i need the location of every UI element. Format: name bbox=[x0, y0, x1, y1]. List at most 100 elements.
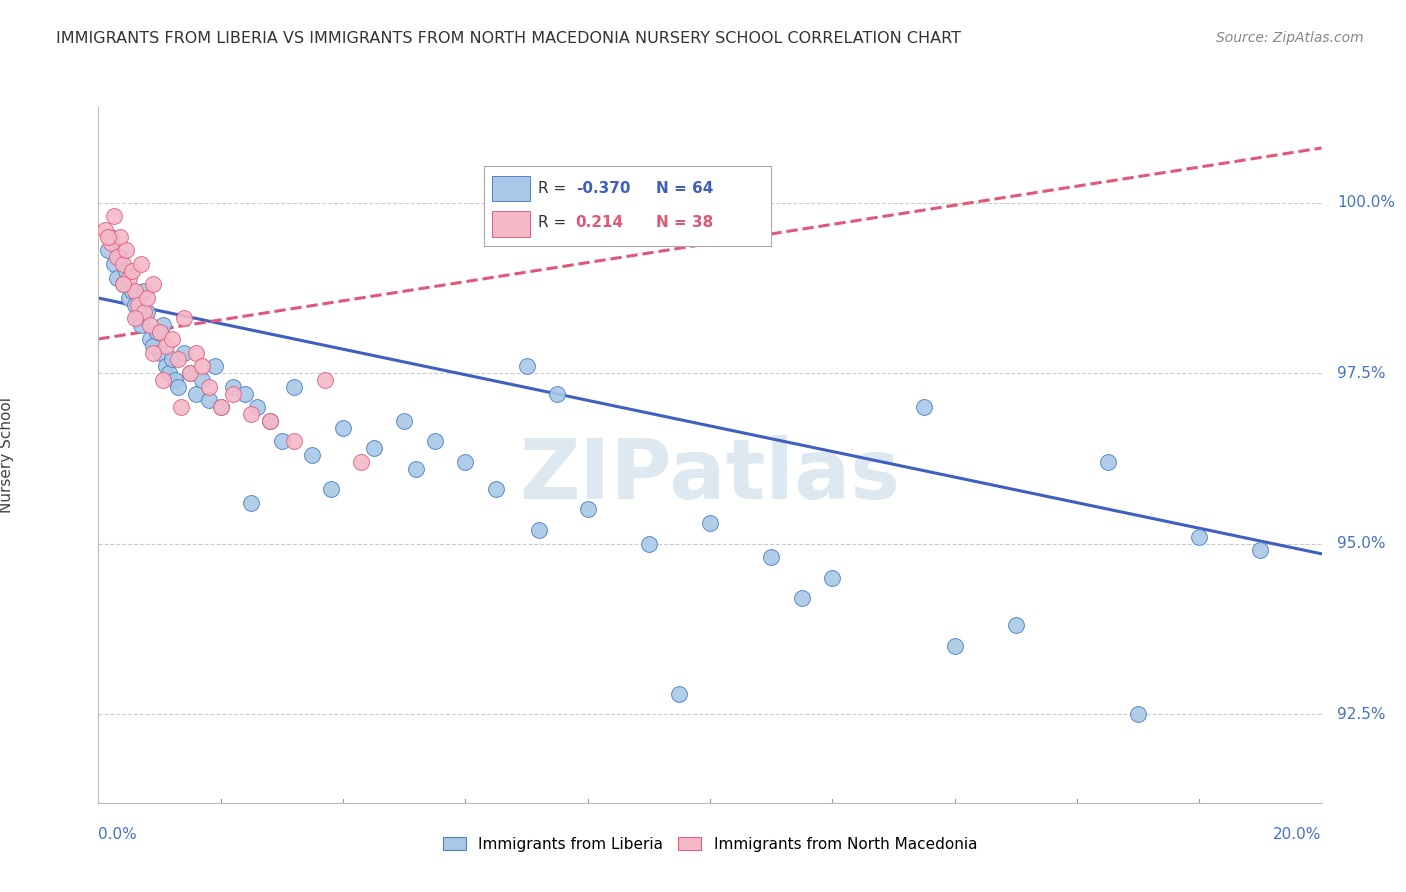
Point bbox=[121, 284, 143, 298]
Point bbox=[186, 345, 208, 359]
Point bbox=[204, 359, 226, 374]
Point bbox=[139, 318, 162, 333]
Point bbox=[127, 298, 149, 312]
Point bbox=[350, 455, 373, 469]
Text: IMMIGRANTS FROM LIBERIA VS IMMIGRANTS FROM NORTH MACEDONIA NURSERY SCHOOL CORREL: IMMIGRANTS FROM LIBERIA VS IMMIGRANTS FR… bbox=[56, 31, 962, 46]
Text: R =: R = bbox=[538, 181, 571, 196]
Point bbox=[1188, 530, 1211, 544]
Point bbox=[209, 400, 232, 414]
Text: 20.0%: 20.0% bbox=[1274, 827, 1322, 842]
Point bbox=[314, 373, 336, 387]
Point bbox=[392, 414, 416, 428]
Text: Source: ZipAtlas.com: Source: ZipAtlas.com bbox=[1216, 31, 1364, 45]
Point bbox=[240, 407, 263, 421]
Point bbox=[111, 257, 134, 271]
Point bbox=[240, 496, 263, 510]
Point bbox=[405, 461, 427, 475]
Point bbox=[127, 311, 149, 326]
Point bbox=[142, 277, 165, 292]
Point bbox=[115, 264, 138, 278]
Point bbox=[124, 311, 146, 326]
Point bbox=[134, 304, 156, 318]
Point bbox=[197, 393, 219, 408]
Point bbox=[152, 318, 174, 333]
Point bbox=[111, 277, 134, 292]
Point bbox=[160, 332, 183, 346]
Point bbox=[152, 373, 174, 387]
Point bbox=[423, 434, 446, 449]
Point bbox=[821, 571, 844, 585]
Point bbox=[100, 236, 122, 251]
Point bbox=[108, 250, 131, 264]
Point bbox=[222, 386, 245, 401]
Point bbox=[103, 209, 125, 223]
Point bbox=[163, 373, 186, 387]
Point bbox=[173, 345, 195, 359]
Point bbox=[222, 380, 245, 394]
Point bbox=[129, 318, 152, 333]
Bar bbox=[492, 176, 530, 202]
Point bbox=[668, 687, 690, 701]
Point bbox=[233, 386, 256, 401]
Text: 97.5%: 97.5% bbox=[1337, 366, 1385, 381]
Point bbox=[283, 380, 305, 394]
Point bbox=[118, 270, 141, 285]
Text: 95.0%: 95.0% bbox=[1337, 536, 1385, 551]
Point bbox=[139, 332, 162, 346]
Point bbox=[142, 339, 165, 353]
Point bbox=[103, 257, 125, 271]
Point bbox=[145, 325, 167, 339]
Point bbox=[1097, 455, 1119, 469]
Point bbox=[93, 223, 115, 237]
Point bbox=[186, 386, 208, 401]
Point bbox=[155, 359, 177, 374]
Text: -0.370: -0.370 bbox=[575, 181, 630, 196]
Point bbox=[155, 339, 177, 353]
Point bbox=[790, 591, 813, 606]
Point bbox=[301, 448, 323, 462]
Point bbox=[209, 400, 232, 414]
Text: 92.5%: 92.5% bbox=[1337, 706, 1385, 722]
Point bbox=[943, 639, 966, 653]
Point bbox=[363, 441, 385, 455]
Point bbox=[167, 380, 190, 394]
Text: N = 38: N = 38 bbox=[657, 215, 713, 229]
Point bbox=[136, 291, 159, 305]
Point bbox=[160, 352, 183, 367]
Point bbox=[283, 434, 305, 449]
Point bbox=[246, 400, 269, 414]
Text: N = 64: N = 64 bbox=[657, 181, 714, 196]
Point bbox=[637, 536, 661, 550]
Point bbox=[97, 244, 120, 258]
Point bbox=[115, 244, 138, 258]
Point bbox=[173, 311, 195, 326]
Point bbox=[170, 400, 193, 414]
Point bbox=[454, 455, 477, 469]
Text: ZIPatlas: ZIPatlas bbox=[520, 435, 900, 516]
Point bbox=[124, 298, 146, 312]
Point bbox=[142, 345, 165, 359]
Point bbox=[105, 270, 128, 285]
Point bbox=[527, 523, 550, 537]
Point bbox=[191, 373, 214, 387]
Text: R =: R = bbox=[538, 215, 576, 229]
Point bbox=[1128, 707, 1150, 722]
Point bbox=[167, 352, 190, 367]
Point bbox=[121, 264, 143, 278]
Text: Nursery School: Nursery School bbox=[0, 397, 14, 513]
Point bbox=[197, 380, 219, 394]
Point bbox=[270, 434, 294, 449]
Point bbox=[259, 414, 281, 428]
Point bbox=[699, 516, 721, 530]
Point bbox=[108, 229, 131, 244]
Point bbox=[485, 482, 508, 496]
Point bbox=[319, 482, 342, 496]
Point bbox=[191, 359, 214, 374]
Legend: Immigrants from Liberia, Immigrants from North Macedonia: Immigrants from Liberia, Immigrants from… bbox=[437, 830, 983, 858]
Point bbox=[259, 414, 281, 428]
Point bbox=[129, 257, 152, 271]
Point bbox=[179, 366, 201, 380]
Point bbox=[179, 366, 201, 380]
Point bbox=[332, 420, 354, 434]
Text: 0.0%: 0.0% bbox=[98, 827, 138, 842]
